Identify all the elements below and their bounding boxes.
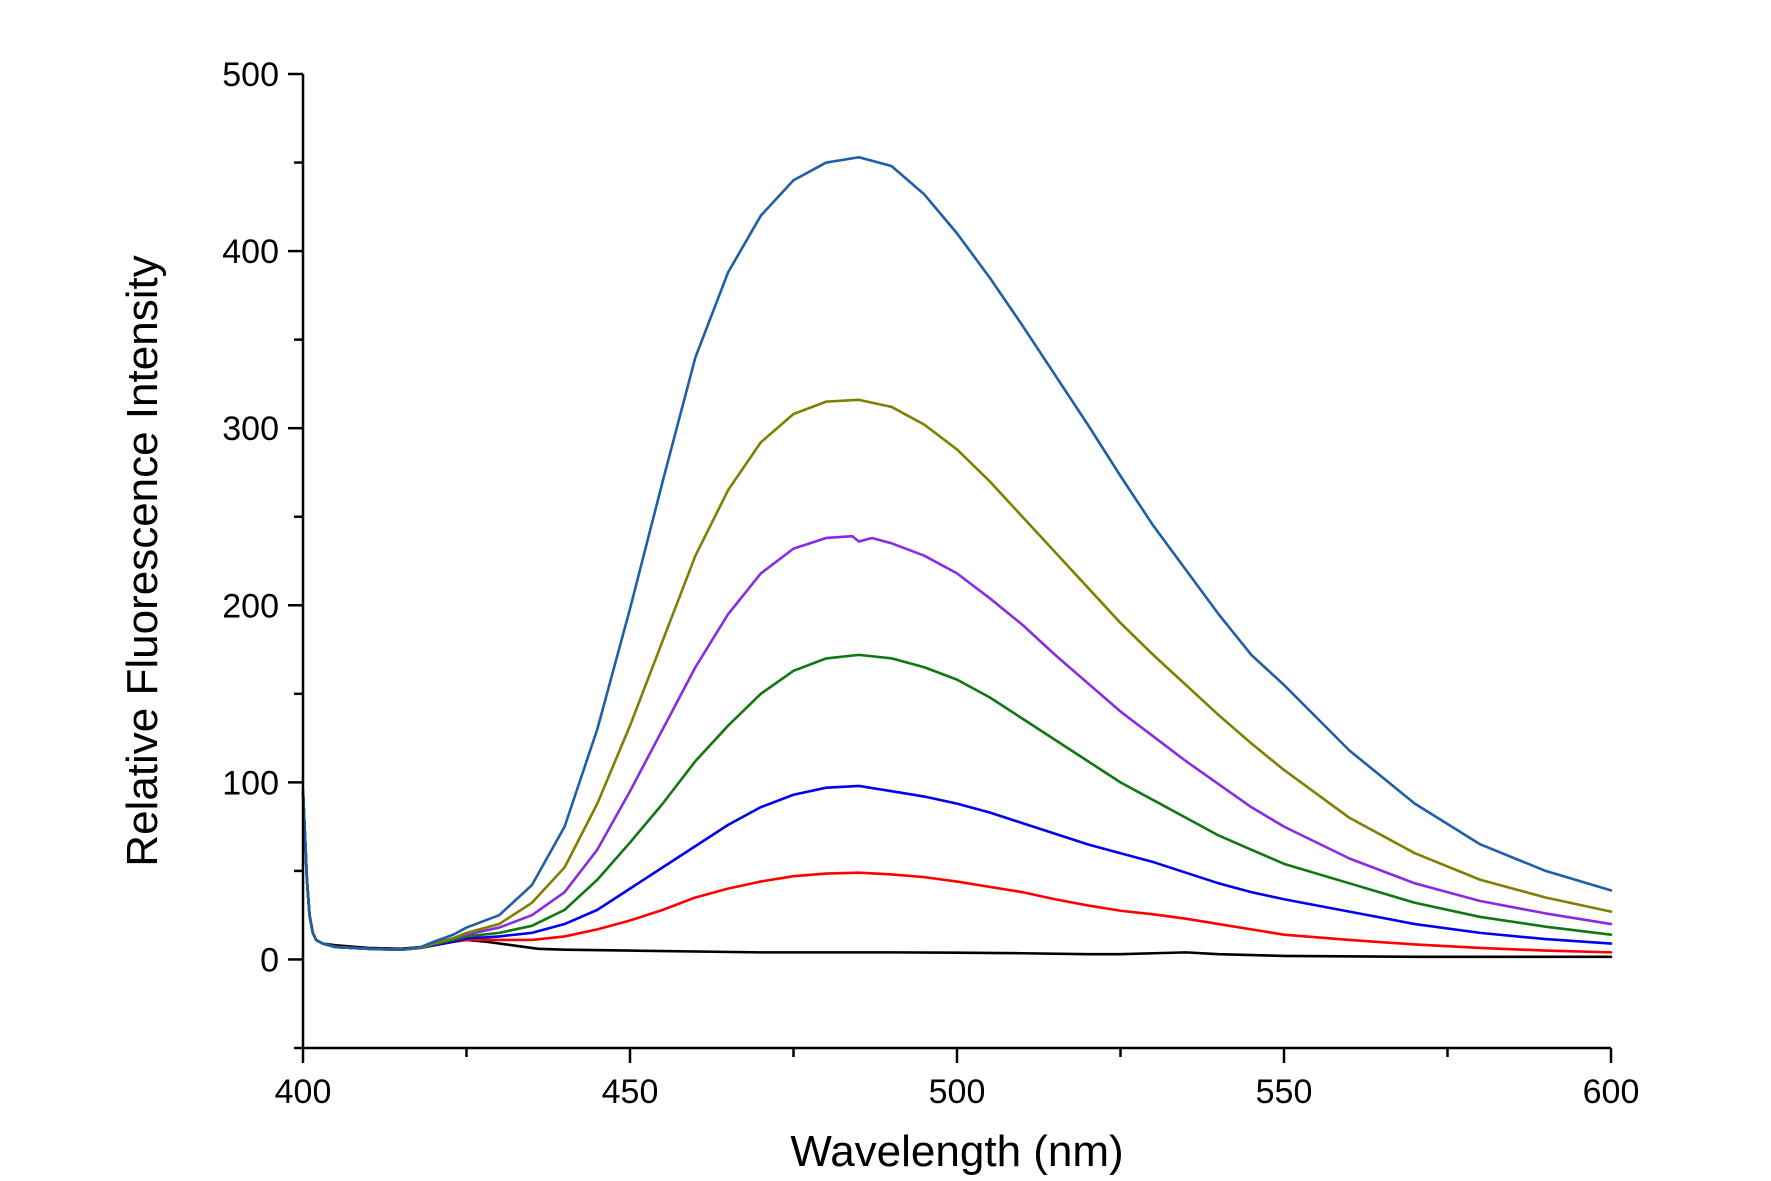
x-tick-label: 450	[602, 1073, 659, 1111]
x-tick-label: 400	[275, 1073, 332, 1111]
y-axis-title: Relative Fluorescence Intensity	[118, 255, 167, 866]
series-line-7	[301, 155, 1613, 952]
y-tick-label: 500	[222, 56, 279, 94]
ticks-layer: 0 100 200 300 400 500 400 450 500 550 600	[222, 56, 1639, 1111]
y-tick-label: 100	[222, 764, 279, 802]
y-tick-label: 400	[222, 233, 279, 271]
y-tick-label: 200	[222, 587, 279, 625]
x-axis-title: Wavelength (nm)	[790, 1127, 1123, 1176]
series-line-5	[301, 534, 1613, 952]
y-tick-label: 0	[260, 941, 279, 979]
series-layer	[301, 155, 1613, 959]
y-tick-label: 300	[222, 410, 279, 448]
x-tick-label: 600	[1583, 1073, 1640, 1111]
x-tick-label: 500	[929, 1073, 986, 1111]
x-tick-label: 550	[1256, 1073, 1313, 1111]
series-line-6	[301, 398, 1613, 952]
